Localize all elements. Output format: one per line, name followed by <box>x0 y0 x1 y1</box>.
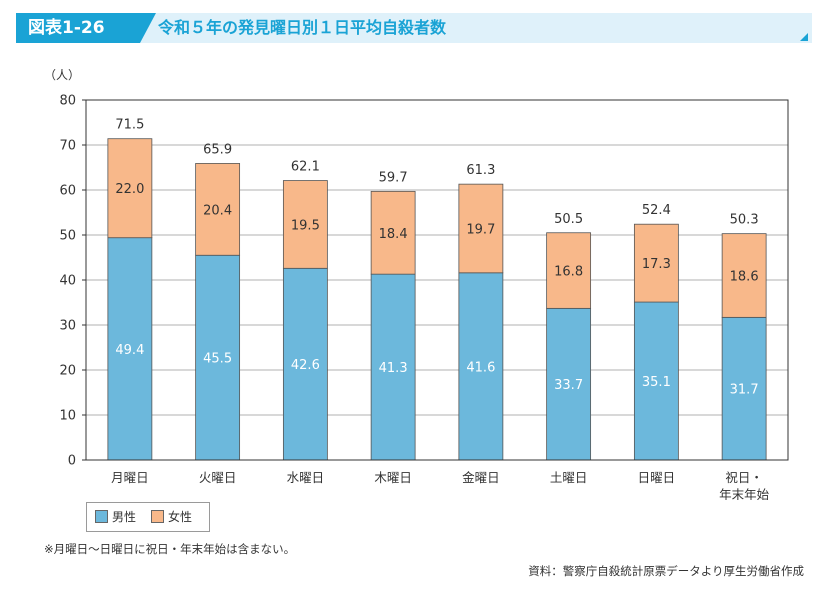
plot-frame <box>82 99 789 461</box>
x-tick-label-0: 月曜日 <box>111 470 149 485</box>
x-tick-label-line-5-0: 土曜日 <box>550 470 588 485</box>
bar-male-6 <box>633 301 679 461</box>
total-label-4: 61.3 <box>466 163 495 178</box>
data-label-male-6: 35.1 <box>642 375 671 390</box>
x-tick-label-line-0-0: 月曜日 <box>111 470 149 485</box>
data-label-male-0: 49.4 <box>115 343 144 358</box>
x-tick-label-5: 土曜日 <box>550 470 588 485</box>
data-label-male-2: 42.6 <box>291 358 320 373</box>
data-label-male-7: 31.7 <box>730 383 759 398</box>
bars <box>107 138 767 461</box>
legend-swatch-male <box>95 510 108 523</box>
data-label-female-0: 22.0 <box>115 182 144 197</box>
data-label-female-5: 16.8 <box>554 265 583 280</box>
total-label-7: 50.3 <box>730 213 759 228</box>
total-label-5: 50.5 <box>554 212 583 227</box>
x-tick-label-3: 木曜日 <box>374 470 412 485</box>
x-tick-label-2: 水曜日 <box>287 470 325 485</box>
figure-title: 令和５年の発見曜日別１日平均自殺者数 <box>158 18 447 37</box>
legend-swatch-female <box>151 510 164 523</box>
data-label-female-3: 18.4 <box>379 227 408 242</box>
x-tick-label-line-7-0: 祝日・ <box>725 470 763 485</box>
x-tick-label-line-7-1: 年末年始 <box>719 487 770 500</box>
x-tick-label-line-2-0: 水曜日 <box>287 470 325 485</box>
gridlines <box>86 144 788 416</box>
plot-border <box>85 99 789 461</box>
x-tick-label-line-3-0: 木曜日 <box>374 470 412 485</box>
x-tick-label-7: 祝日・年末年始 <box>719 470 770 500</box>
bar-male-7 <box>721 316 767 461</box>
y-tick-label-60: 60 <box>59 184 76 199</box>
legend-item-male: 男性 <box>95 510 136 524</box>
bar-female-7 <box>721 233 767 318</box>
total-label-2: 62.1 <box>291 160 320 175</box>
figure-number-badge <box>16 13 156 43</box>
y-tick-label-70: 70 <box>59 139 76 154</box>
x-tick-label-line-1-0: 火曜日 <box>199 470 237 485</box>
bar-female-3 <box>370 190 416 275</box>
y-tick-label-0: 0 <box>68 454 76 469</box>
bar-female-0 <box>107 138 153 239</box>
y-tick-label-80: 80 <box>59 94 76 109</box>
legend: 男性 女性 <box>86 502 210 532</box>
legend-label-female: 女性 <box>168 510 193 524</box>
data-label-male-1: 45.5 <box>203 352 232 367</box>
x-tick-label-1: 火曜日 <box>199 470 237 485</box>
bar-female-4 <box>458 183 504 274</box>
legend-label-male: 男性 <box>112 510 137 524</box>
data-label-female-7: 18.6 <box>730 270 759 285</box>
total-label-1: 65.9 <box>203 142 232 157</box>
y-tick-label-30: 30 <box>59 319 76 334</box>
bar-male-3 <box>370 273 416 461</box>
x-tick-label-line-4-0: 金曜日 <box>462 470 500 485</box>
bar-female-1 <box>195 163 241 256</box>
y-tick-label-50: 50 <box>59 229 76 244</box>
y-tick-label-40: 40 <box>59 274 76 289</box>
y-tick-label-20: 20 <box>59 364 76 379</box>
bar-female-6 <box>633 223 679 303</box>
y-tick-label-10: 10 <box>59 409 76 424</box>
data-label-female-6: 17.3 <box>642 257 671 272</box>
legend-item-female: 女性 <box>151 510 192 524</box>
labels: 0 10 20 30 40 50 60 70 80 （人） 49.4 22.0 71.5 月曜日 45.5 2… <box>44 68 770 500</box>
data-label-male-4: 41.6 <box>466 360 495 375</box>
bar-male-5 <box>546 307 592 461</box>
bar-male-0 <box>107 237 153 461</box>
total-label-6: 52.4 <box>642 203 671 218</box>
bar-male-4 <box>458 272 504 461</box>
total-label-3: 59.7 <box>379 170 408 185</box>
footnote: ※月曜日～日曜日に祝日・年末年始は含まない。 <box>44 542 296 556</box>
data-label-female-4: 19.7 <box>466 222 495 237</box>
x-tick-label-6: 日曜日 <box>638 470 676 485</box>
corner-triangle-icon <box>800 33 808 41</box>
data-label-male-5: 33.7 <box>554 378 583 393</box>
x-tick-label-4: 金曜日 <box>462 470 500 485</box>
data-label-female-2: 19.5 <box>291 218 320 233</box>
bar-female-2 <box>282 180 328 269</box>
total-label-0: 71.5 <box>115 117 144 132</box>
bar-female-5 <box>546 232 592 309</box>
source-credit: 資料：警察庁自殺統計原票データより厚生労働省作成 <box>528 564 804 578</box>
figure-number: 図表1-26 <box>28 18 105 38</box>
y-axis-label: （人） <box>44 68 80 82</box>
data-label-male-3: 41.3 <box>379 361 408 376</box>
x-tick-label-line-6-0: 日曜日 <box>638 470 676 485</box>
data-label-female-1: 20.4 <box>203 203 232 218</box>
stacked-bar-chart: 0 10 20 30 40 50 60 70 80 （人） 49.4 22.0 71.5 月曜日 45.5 2… <box>44 68 789 500</box>
